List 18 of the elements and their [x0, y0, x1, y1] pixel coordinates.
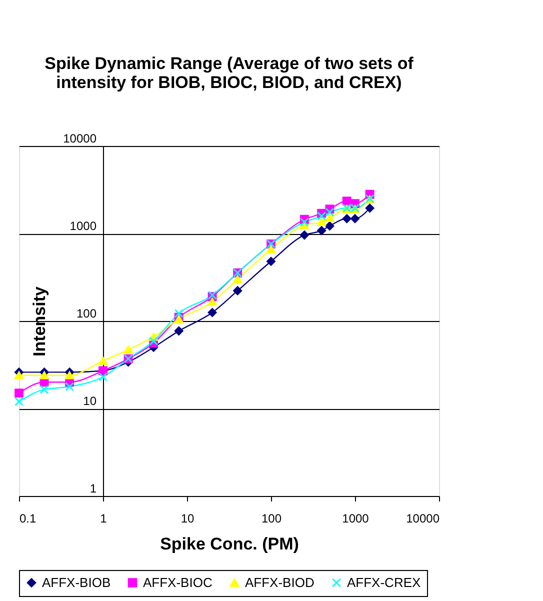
y-tick-label: 100	[76, 306, 97, 320]
x-axis-title: Spike Conc. (PM)	[160, 534, 299, 554]
legend-label: AFFX-CREX	[347, 574, 421, 590]
x-tick-label: 0.1	[20, 512, 37, 526]
legend-label: AFFX-BIOD	[245, 574, 314, 590]
chart-title: Spike Dynamic Range (Average of two sets of intensity for BIOB, BIOC, BIOD, and CREX)	[44, 54, 414, 92]
y-axis-title: Intensity	[30, 286, 50, 356]
y-tick-label: 10	[83, 394, 97, 408]
x-tick-label: 10000	[406, 512, 440, 526]
legend-label: AFFX-BIOC	[143, 574, 212, 590]
legend-label: AFFX-BIOB	[42, 574, 111, 590]
y-tick-label: 1	[90, 482, 97, 496]
x-tick-label: 10	[180, 512, 194, 526]
y-tick-label: 1000	[70, 219, 97, 233]
x-tick-label: 1000	[342, 512, 370, 526]
x-tick-label: 1	[100, 512, 108, 526]
y-tick-label: 10000	[63, 132, 97, 146]
x-tick-label: 100	[261, 512, 282, 526]
